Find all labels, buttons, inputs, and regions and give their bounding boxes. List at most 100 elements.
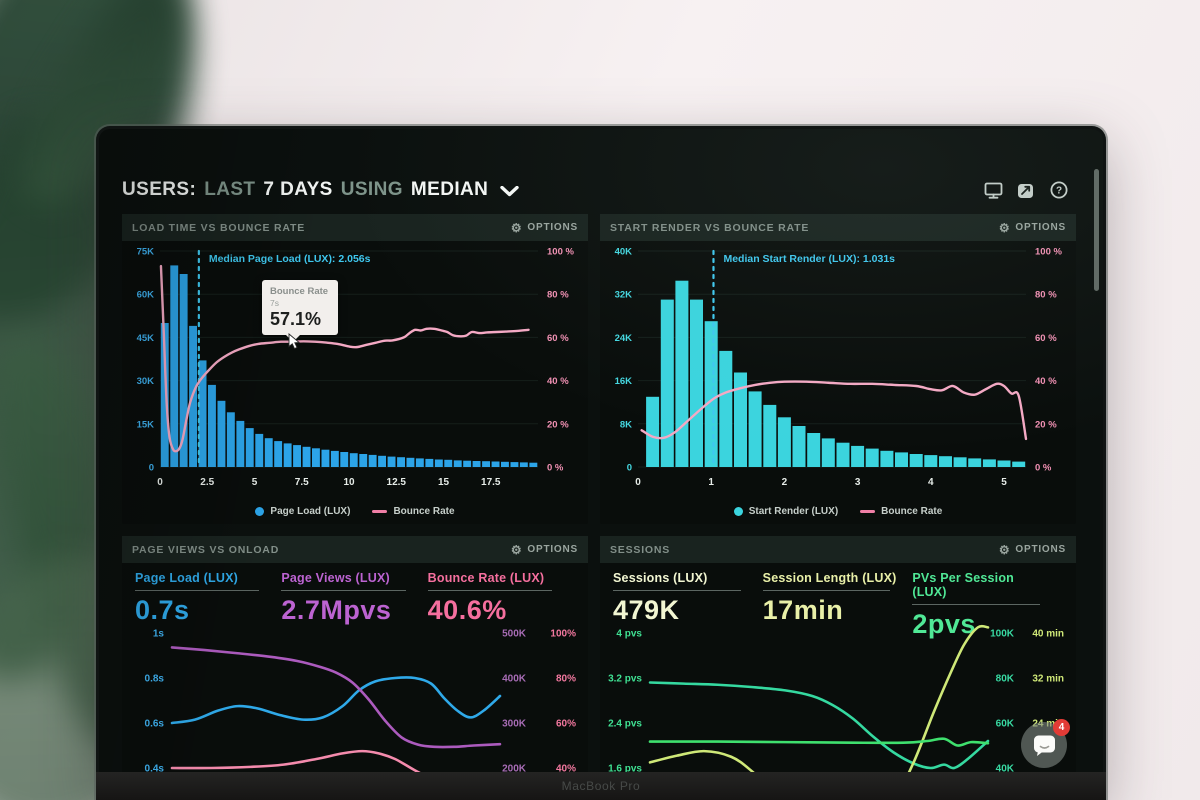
sessions-line-chart[interactable]: 4 pvs 3.2 pvs 2.4 pvs 1.6 pvs 100K 80K 60K 40K 4… — [600, 621, 1076, 772]
svg-text:100 %: 100 % — [1035, 247, 1062, 258]
svg-text:80%: 80% — [556, 674, 576, 685]
svg-text:2.4 pvs: 2.4 pvs — [608, 719, 642, 730]
metric-label: Page Views (LUX) — [281, 571, 390, 585]
svg-text:16K: 16K — [615, 376, 633, 387]
svg-text:?: ? — [1056, 186, 1062, 197]
chat-bubble-icon — [1033, 735, 1055, 756]
display-icon[interactable] — [983, 181, 1003, 199]
metric-underline — [427, 590, 553, 591]
chart-tooltip: Bounce Rate 7s 57.1% — [262, 280, 338, 342]
chart-legend: Start Render (LUX) Bounce Rate — [600, 498, 1076, 524]
svg-text:300K: 300K — [502, 719, 527, 730]
svg-text:40 %: 40 % — [1035, 376, 1057, 387]
panel-title: SESSIONS — [610, 543, 671, 556]
svg-text:Median Start Render (LUX): 1.0: Median Start Render (LUX): 1.031s — [723, 253, 895, 265]
gear-icon: ⚙ — [998, 542, 1011, 557]
svg-text:40%: 40% — [556, 764, 576, 773]
svg-text:100%: 100% — [550, 629, 576, 640]
start-render-histogram-chart[interactable]: 0 8K 16K 24K 32K 40K 0 % 20 % 40 % 60 % 80 % 100 % 0… — [600, 241, 1076, 493]
metric-underline — [613, 590, 741, 591]
help-icon[interactable]: ? — [1049, 181, 1069, 199]
svg-text:1: 1 — [708, 477, 714, 488]
metric-value: 17min — [762, 595, 844, 625]
panel-header: PAGE VIEWS VS ONLOAD ⚙ OPTIONS — [122, 536, 588, 563]
options-button[interactable]: ⚙ OPTIONS — [510, 542, 578, 557]
svg-text:5: 5 — [1001, 477, 1007, 488]
options-button[interactable]: ⚙ OPTIONS — [998, 542, 1066, 557]
svg-text:5: 5 — [252, 477, 258, 488]
svg-text:80K: 80K — [996, 674, 1015, 685]
legend-item-line[interactable]: Bounce Rate — [860, 506, 942, 517]
svg-text:500K: 500K — [502, 629, 527, 640]
chat-widget-button[interactable]: 4 — [1021, 719, 1070, 768]
svg-text:3: 3 — [855, 477, 861, 488]
users-range-dropdown[interactable]: USERS: LAST 7 DAYS USING MEDIAN — [122, 179, 519, 201]
panel-page-views-vs-onload: PAGE VIEWS VS ONLOAD ⚙ OPTIONS Page Load… — [122, 536, 588, 772]
svg-text:15K: 15K — [137, 419, 155, 430]
title-segment: USING — [340, 179, 403, 200]
blue-dot-icon — [255, 506, 265, 516]
svg-text:0: 0 — [635, 477, 641, 488]
tooltip-value: 57.1% — [270, 309, 322, 329]
panel-title: PAGE VIEWS VS ONLOAD — [132, 543, 280, 556]
metric-underline — [281, 590, 406, 591]
svg-text:0 %: 0 % — [547, 463, 564, 474]
panel-header: START RENDER VS BOUNCE RATE ⚙ OPTIONS — [600, 214, 1076, 241]
svg-text:0 %: 0 % — [1035, 463, 1052, 474]
pink-line-icon — [860, 509, 876, 513]
metric-label: Page Load (LUX) — [135, 571, 239, 585]
svg-text:0.6s: 0.6s — [145, 719, 165, 730]
metric-underline — [135, 590, 260, 591]
dashboard-screen: USERS: LAST 7 DAYS USING MEDIAN — [99, 129, 1103, 772]
device-brand-label: MacBook Pro — [561, 779, 641, 793]
laptop-bezel: MacBook Pro — [96, 772, 1106, 800]
metric-underline — [762, 590, 891, 591]
svg-text:0.4s: 0.4s — [145, 764, 165, 773]
svg-text:32 min: 32 min — [1032, 674, 1064, 685]
legend-item-line[interactable]: Bounce Rate — [372, 506, 455, 517]
svg-text:0.8s: 0.8s — [145, 674, 165, 685]
page-views-onload-line-chart[interactable]: 1s 0.8s 0.6s 0.4s 500K 400K 300K 200K 100% 80% 60%… — [122, 621, 588, 772]
panel-header: LOAD TIME VS BOUNCE RATE ⚙ OPTIONS — [122, 214, 588, 241]
dashboard-topbar: USERS: LAST 7 DAYS USING MEDIAN — [122, 176, 1085, 204]
svg-text:40K: 40K — [996, 764, 1015, 773]
metric-value: 2.7Mpvs — [281, 595, 392, 625]
cyan-dot-icon — [733, 506, 743, 516]
metrics-row: Page Load (LUX) 0.7s Page Views (LUX) 2.… — [122, 563, 588, 625]
svg-text:1s: 1s — [153, 629, 165, 640]
svg-text:3.2 pvs: 3.2 pvs — [608, 674, 642, 685]
gear-icon: ⚙ — [998, 220, 1011, 235]
metric-label: Session Length (LUX) — [762, 571, 897, 585]
legend-item-bar[interactable]: Page Load (LUX) — [255, 506, 350, 517]
title-segment: LAST — [204, 179, 256, 200]
chevron-down-icon — [500, 186, 519, 197]
svg-text:60 %: 60 % — [547, 333, 569, 344]
panel-header: SESSIONS ⚙ OPTIONS — [600, 536, 1076, 563]
svg-text:100 %: 100 % — [547, 247, 574, 258]
options-button[interactable]: ⚙ OPTIONS — [998, 220, 1066, 235]
svg-text:0: 0 — [157, 477, 163, 488]
tooltip-sub: 7s — [270, 298, 279, 308]
load-time-histogram-chart[interactable]: 0 15K 30K 45K 60K 75K 0 % 20 % 40 % 60 % 80 % 100 %… — [122, 241, 588, 493]
scrollbar-thumb[interactable] — [1094, 169, 1099, 291]
svg-text:2: 2 — [782, 477, 788, 488]
title-segment: 7 DAYS — [263, 179, 333, 200]
metric-label: PVs Per Session (LUX) — [912, 571, 1014, 599]
panel-sessions: SESSIONS ⚙ OPTIONS Sessions (LUX) 479K — [600, 536, 1076, 772]
chart-legend: Page Load (LUX) Bounce Rate — [122, 498, 588, 524]
legend-item-bar[interactable]: Start Render (LUX) — [733, 506, 838, 517]
svg-text:Median Page Load (LUX): 2.056s: Median Page Load (LUX): 2.056s — [209, 253, 371, 265]
options-button[interactable]: ⚙ OPTIONS — [510, 220, 578, 235]
svg-text:7.5: 7.5 — [295, 477, 309, 488]
metric-value: 2pvs — [912, 609, 976, 639]
metrics-row: Sessions (LUX) 479K Session Length (LUX)… — [600, 563, 1076, 639]
svg-text:4 pvs: 4 pvs — [616, 629, 642, 640]
share-icon[interactable] — [1016, 181, 1036, 199]
svg-text:80 %: 80 % — [547, 290, 569, 301]
metric-value: 479K — [613, 595, 680, 625]
svg-text:40 min: 40 min — [1032, 629, 1064, 640]
svg-text:1.6 pvs: 1.6 pvs — [608, 764, 642, 773]
svg-text:20 %: 20 % — [1035, 419, 1057, 430]
notification-badge: 4 — [1053, 719, 1070, 736]
svg-text:12.5: 12.5 — [387, 477, 407, 488]
